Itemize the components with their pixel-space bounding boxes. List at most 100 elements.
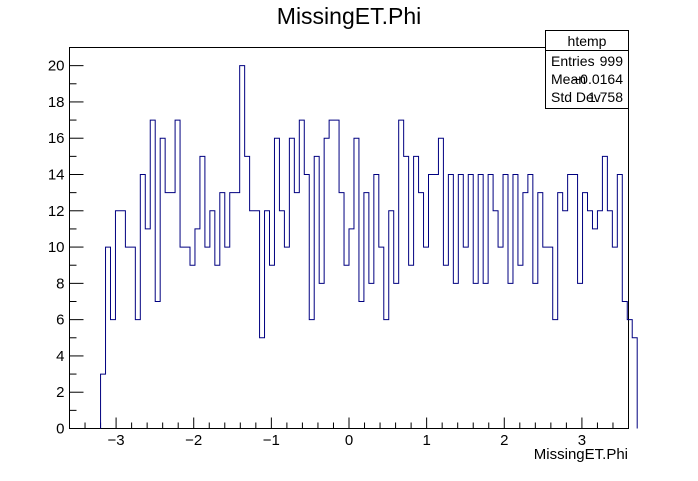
histogram-bin <box>513 175 518 429</box>
histogram-bin <box>130 247 135 428</box>
histogram-bin <box>518 265 523 428</box>
histogram-bin <box>399 120 404 428</box>
y-tick-label: 18 <box>48 94 65 111</box>
y-tick-label: 10 <box>48 239 65 256</box>
histogram-bin <box>140 175 145 429</box>
histogram-bin <box>592 229 597 429</box>
histogram-bin <box>110 320 115 429</box>
histogram-bin <box>334 120 339 428</box>
histogram-bin <box>220 193 225 429</box>
histogram-bin <box>458 175 463 429</box>
histogram-bin <box>389 211 394 429</box>
histogram-bin <box>344 265 349 428</box>
histogram-bin <box>160 138 165 428</box>
histogram-bin <box>324 138 329 428</box>
histogram-bin <box>627 320 632 429</box>
axis-ticks <box>69 47 629 429</box>
histogram-bin <box>483 283 488 428</box>
histogram-bin <box>274 138 279 428</box>
histogram-bin <box>607 211 612 429</box>
histogram-bin <box>294 193 299 429</box>
histogram-bin <box>543 247 548 428</box>
histogram-bin <box>240 66 245 429</box>
y-tick-label: 12 <box>48 203 65 220</box>
histogram-bin <box>602 156 607 428</box>
histogram-bin <box>558 193 563 429</box>
histogram-bin <box>453 283 458 428</box>
histogram-bin <box>250 211 255 429</box>
histogram-bin <box>617 175 622 429</box>
histogram-bin <box>369 283 374 428</box>
histogram-bin <box>498 247 503 428</box>
histogram-bin <box>120 211 125 429</box>
histogram-bin <box>583 193 588 429</box>
stats-mean-value: −0.0164 <box>572 71 623 87</box>
x-tick-label: 0 <box>345 432 353 449</box>
histogram-bin <box>612 247 617 428</box>
histogram-bin <box>210 211 215 429</box>
histogram-bin <box>568 175 573 429</box>
x-tick-label: −1 <box>263 432 280 449</box>
histogram-bin <box>394 283 399 428</box>
histogram-bin <box>284 247 289 428</box>
y-tick-label: 14 <box>48 167 65 184</box>
histogram-bin <box>304 175 309 429</box>
histogram-bin <box>359 302 364 429</box>
y-tick-label: 4 <box>56 348 64 365</box>
histogram-bin <box>563 211 568 429</box>
histogram-bin <box>289 138 294 428</box>
histogram-bin <box>379 247 384 428</box>
histogram-bin <box>200 156 205 428</box>
x-tick-label: −2 <box>185 432 202 449</box>
histogram-bin <box>215 265 220 428</box>
histogram-bin <box>588 211 593 429</box>
y-tick-label: 16 <box>48 130 65 147</box>
histogram-bin <box>493 211 498 429</box>
histogram-bin <box>205 247 210 428</box>
histogram-bin <box>170 193 175 429</box>
histogram-bin <box>106 247 111 428</box>
stats-stddev-label: Std Dev <box>551 89 601 105</box>
histogram-bin <box>319 283 324 428</box>
stats-stddev-value: 1.758 <box>588 89 623 105</box>
histogram-bin <box>225 247 230 428</box>
histogram-bin <box>185 247 190 428</box>
histogram-bin <box>538 193 543 429</box>
x-axis-label: MissingET.Phi <box>534 446 628 463</box>
stats-mean-label: Mean <box>551 71 586 87</box>
histogram-outline <box>100 65 638 429</box>
histogram-bin <box>414 156 419 428</box>
x-tick-label: −3 <box>108 432 125 449</box>
histogram-bin <box>424 247 429 428</box>
x-tick-label: 1 <box>422 432 430 449</box>
histogram-bin <box>553 320 558 429</box>
stats-entries-label: Entries <box>551 53 595 69</box>
histogram-bin <box>265 211 270 429</box>
histogram-bin <box>125 247 130 428</box>
y-tick-label: 8 <box>56 275 64 292</box>
histogram-bin <box>175 120 180 428</box>
histogram-bin <box>155 302 160 429</box>
histogram-bin <box>384 320 389 429</box>
histogram-bin <box>528 175 533 429</box>
histogram-bin <box>354 138 359 428</box>
histogram-bin <box>101 374 106 428</box>
histogram-bin <box>255 211 260 429</box>
histogram-bin <box>329 120 334 428</box>
histogram-bin <box>429 175 434 429</box>
histogram-bin <box>180 247 185 428</box>
histogram-bin <box>622 302 627 429</box>
histogram-bin <box>448 175 453 429</box>
histogram-bin <box>433 175 438 429</box>
histogram-bin <box>364 193 369 429</box>
stats-box-title: htemp <box>568 33 607 49</box>
histogram-bin <box>339 193 344 429</box>
histogram-bin <box>508 283 513 428</box>
histogram-bin <box>299 120 304 428</box>
histogram-bin <box>404 156 409 428</box>
histogram-bin <box>150 120 155 428</box>
histogram-bin <box>503 175 508 429</box>
